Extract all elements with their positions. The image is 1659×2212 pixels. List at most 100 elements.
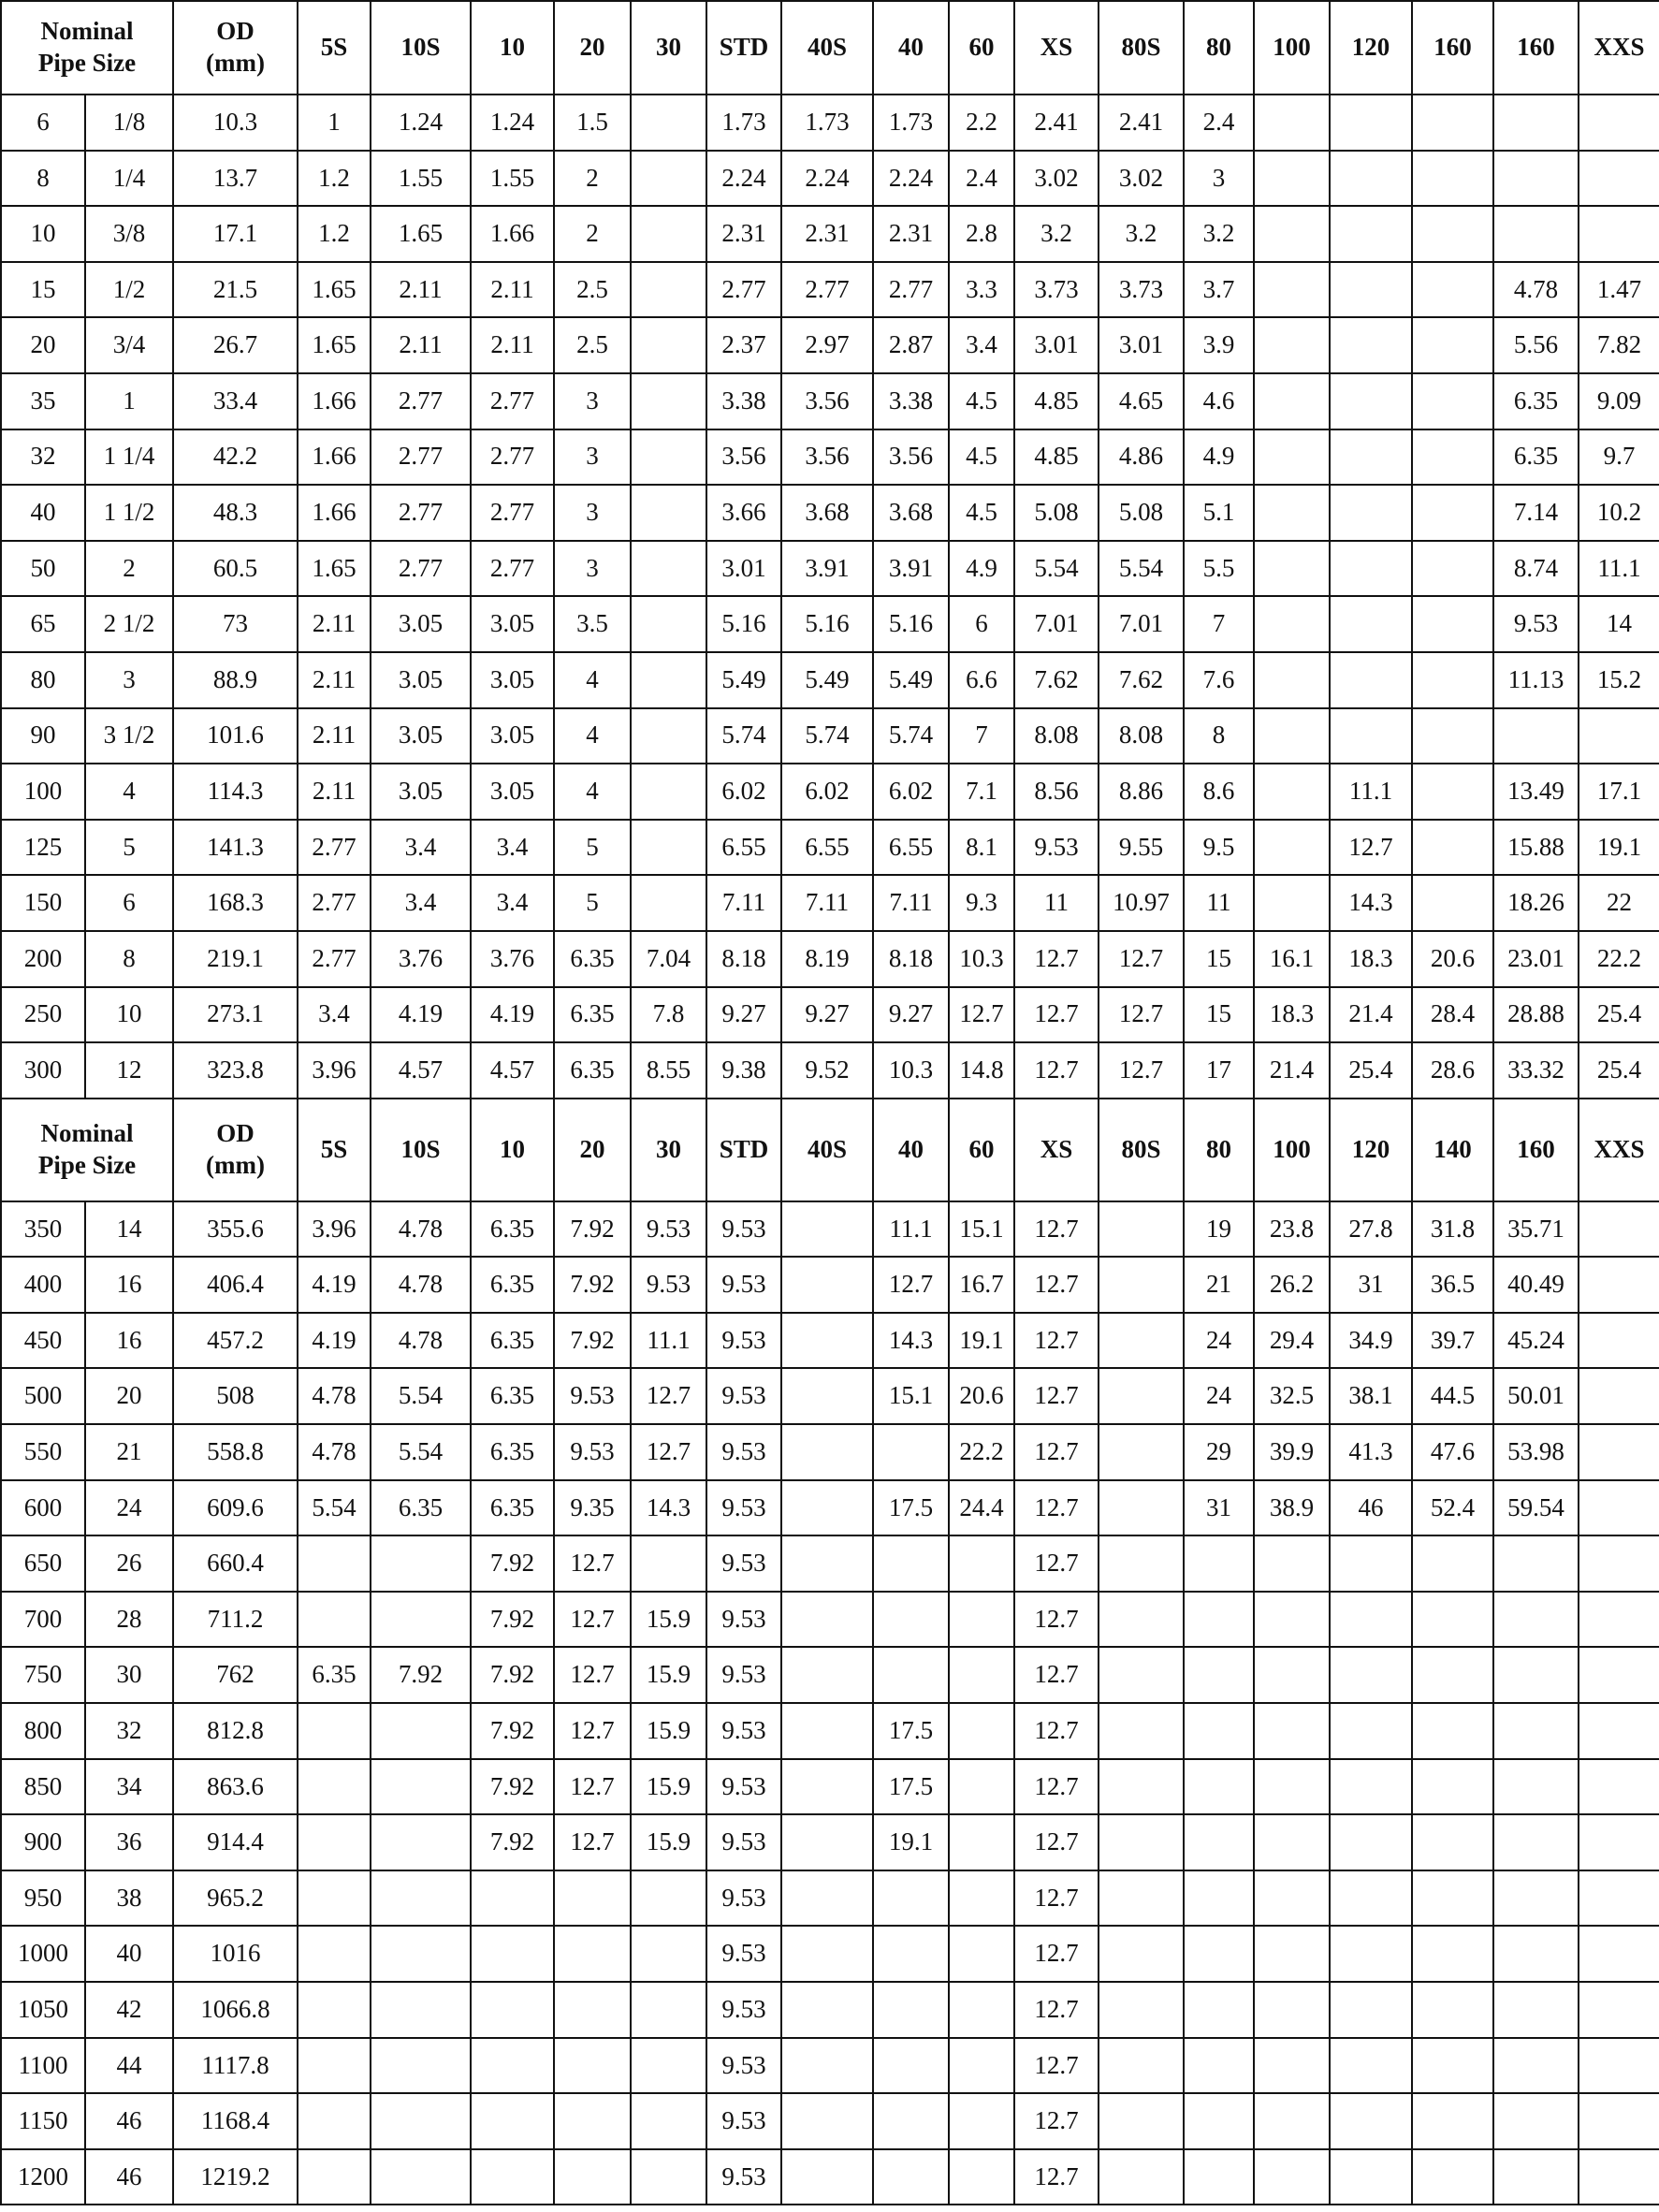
table-cell: 1050 (0, 1981, 86, 2039)
table-cell (1492, 94, 1580, 152)
table-cell (630, 484, 708, 542)
table-cell: 36 (83, 1813, 175, 1871)
table-cell: 1 1/4 (83, 428, 175, 487)
table-cell: 2 (553, 205, 633, 263)
table-cell: 11.1 (1578, 539, 1659, 598)
table-cell (1329, 2092, 1414, 2150)
table-cell (1183, 1646, 1256, 1705)
table-cell: 6.55 (872, 818, 951, 877)
table-cell: 141.3 (172, 818, 299, 877)
table-cell (1492, 1925, 1580, 1983)
table-cell: 34 (83, 1757, 175, 1816)
table-cell (553, 2036, 633, 2095)
table-cell: 7.62 (1098, 650, 1186, 709)
table-cell (1329, 1813, 1414, 1871)
table-cell (1253, 539, 1332, 598)
table-cell: 9.53 (706, 2092, 783, 2150)
table-cell (1578, 1256, 1659, 1314)
table-cell: 8.74 (1492, 539, 1580, 598)
table-cell: 6.35 (470, 1256, 556, 1314)
table-row: 450 16 457.2 4.19 4.78 6.35 7.92 11.1 9.53 14.3 19… (0, 1311, 1659, 1370)
table-cell (1411, 428, 1495, 487)
table-cell (370, 1702, 473, 1760)
table-cell: 38.9 (1253, 1478, 1332, 1537)
table-cell: 9.53 (706, 1200, 783, 1259)
table-cell: 9.53 (706, 1702, 783, 1760)
table-cell: 3.66 (706, 484, 783, 542)
table-row: 1100 44 1117.8 9.53 12.7 (0, 2036, 1659, 2095)
table-cell: 1 1/2 (83, 484, 175, 542)
table-cell (780, 2092, 875, 2150)
table-cell: 1/8 (83, 94, 175, 152)
table-cell (1253, 371, 1332, 430)
table-cell (553, 2147, 633, 2206)
table-cell: 4 (553, 706, 633, 765)
table-row: 10 3/8 17.1 1.2 1.65 1.66 2 2.31 2.31 2.31 2.8 3.2 3… (0, 205, 1659, 263)
table-cell: 12.7 (1013, 1256, 1100, 1314)
table-cell: 11 (1013, 874, 1100, 932)
table-cell (780, 1535, 875, 1593)
table-cell (1253, 706, 1332, 765)
table-cell: 3.02 (1013, 149, 1100, 208)
table-cell: 13.49 (1492, 763, 1580, 821)
table-cell: 6.02 (872, 763, 951, 821)
table-cell: 5.54 (370, 1367, 473, 1426)
table-cell: 12.7 (553, 1590, 633, 1649)
table-cell (1329, 1869, 1414, 1928)
table-cell: 2.77 (470, 484, 556, 542)
table-cell: 5.49 (706, 650, 783, 709)
table-cell (1578, 1813, 1659, 1871)
table-cell (1329, 1702, 1414, 1760)
table-cell: 23.8 (1253, 1200, 1332, 1259)
header-schedule: 10S (370, 0, 473, 95)
table-cell (1329, 428, 1414, 487)
table-cell (630, 260, 708, 319)
table-cell: 5 (553, 874, 633, 932)
table-cell: 5.54 (1013, 539, 1100, 598)
table-cell: 29 (1183, 1423, 1256, 1481)
table-cell: 2.11 (470, 260, 556, 319)
table-cell: 965.2 (172, 1869, 299, 1928)
table-cell: 19 (1183, 1200, 1256, 1259)
table-cell (1578, 1702, 1659, 1760)
table-cell (1411, 1925, 1495, 1983)
table-cell: 10 (0, 205, 86, 263)
table-cell: 8 (0, 149, 86, 208)
table-cell: 9.53 (1013, 818, 1100, 877)
table-cell: 300 (0, 1041, 86, 1099)
header-od: OD (mm) (172, 0, 299, 95)
table-cell (630, 763, 708, 821)
table-cell (1253, 818, 1332, 877)
table-cell: 3/4 (83, 316, 175, 374)
table-cell (1411, 1702, 1495, 1760)
table-cell: 1/2 (83, 260, 175, 319)
table-cell: 24.4 (948, 1478, 1016, 1537)
table-cell (1183, 1981, 1256, 2039)
table-cell: 17.5 (872, 1478, 951, 1537)
table-cell: 8.08 (1013, 706, 1100, 765)
table-cell: 12.7 (1013, 1869, 1100, 1928)
table-cell: 7.92 (470, 1702, 556, 1760)
table-cell (1329, 149, 1414, 208)
table-cell: 8.19 (780, 929, 875, 988)
table-cell: 2.77 (370, 539, 473, 598)
table-cell (1411, 1981, 1495, 2039)
table-cell (948, 1590, 1016, 1649)
table-row: 6 1/8 10.3 1 1.24 1.24 1.5 1.73 1.73 1.73 2.2 2.41 2… (0, 94, 1659, 152)
header-schedule: 20 (553, 0, 633, 95)
table-cell (1098, 1311, 1186, 1370)
table-cell: 12.7 (1013, 2036, 1100, 2095)
header-schedule: 80 (1183, 1097, 1256, 1202)
table-cell (1411, 763, 1495, 821)
table-cell: 5.1 (1183, 484, 1256, 542)
table-cell (1492, 706, 1580, 765)
table-cell (780, 1925, 875, 1983)
header-schedule: 5S (297, 1097, 372, 1202)
table-row: 750 30 762 6.35 7.92 7.92 12.7 15.9 9.53 12.7 (0, 1646, 1659, 1705)
table-cell: 10.3 (948, 929, 1016, 988)
header-schedule: 40 (872, 1097, 951, 1202)
table-cell: 6.35 (1492, 371, 1580, 430)
table-cell: 5.56 (1492, 316, 1580, 374)
table-cell (1411, 1590, 1495, 1649)
header-schedule: 160 (1411, 0, 1495, 95)
